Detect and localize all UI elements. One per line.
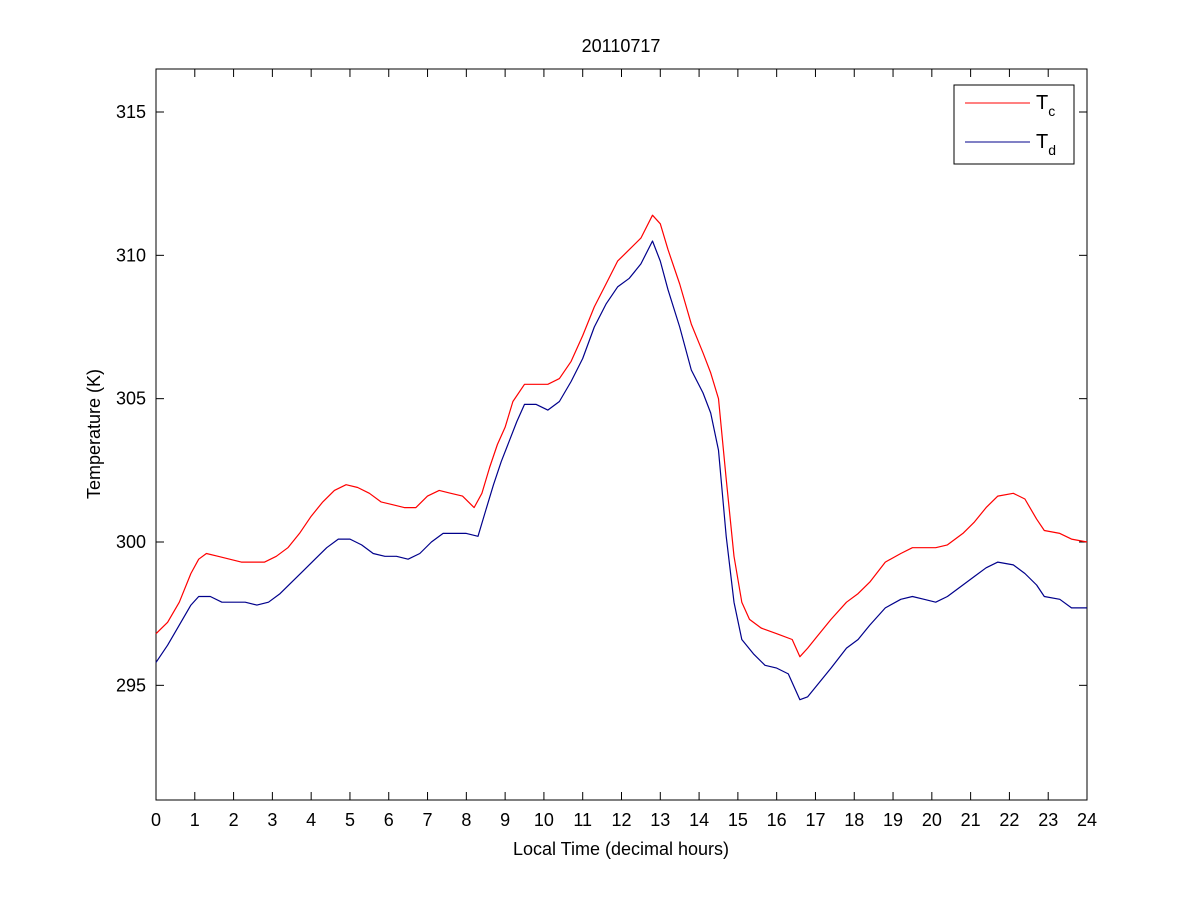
plot-area: 0 1 2 3 4 5 6 7 8 9 10 11 12 13 14 15 16 17 18 19 20 21 22 23 24… (116, 68, 1097, 830)
y-tick-label: 295 (116, 675, 146, 695)
x-tick-label: 6 (384, 810, 394, 830)
x-tick-label: 4 (306, 810, 316, 830)
legend-label-td-sub: d (1048, 142, 1056, 158)
y-tick-label: 310 (116, 245, 146, 265)
series-line-td (155, 240, 1087, 701)
x-tick-label: 15 (728, 810, 748, 830)
x-tick-label: 18 (844, 810, 864, 830)
legend-label-tc: Tc (1036, 92, 1055, 119)
y-tick-label: 305 (116, 389, 146, 409)
y-axis-label: Temperature (K) (84, 369, 104, 499)
x-tick-label: 7 (423, 810, 433, 830)
x-tick-label: 22 (999, 810, 1019, 830)
legend: Tc Td (953, 84, 1075, 165)
legend-label-td: Td (1036, 131, 1056, 158)
x-tick-label: 11 (573, 810, 592, 830)
x-tick-label: 0 (151, 810, 161, 830)
y-axis: 295 300 305 310 315 (116, 102, 1087, 695)
x-tick-label: 9 (500, 810, 510, 830)
x-tick-label: 21 (961, 810, 981, 830)
chart-title: 20110717 (582, 36, 661, 56)
x-tick-label: 20 (922, 810, 942, 830)
x-tick-label: 1 (190, 810, 200, 830)
x-tick-label: 12 (611, 810, 631, 830)
x-tick-label: 14 (689, 810, 709, 830)
x-tick-label: 2 (229, 810, 239, 830)
x-tick-label: 17 (805, 810, 825, 830)
x-tick-label: 3 (267, 810, 277, 830)
x-axis-label: Local Time (decimal hours) (513, 839, 729, 859)
x-tick-label: 19 (883, 810, 903, 830)
plot-frame (155, 68, 1088, 801)
x-tick-label: 13 (650, 810, 670, 830)
legend-box (953, 84, 1075, 165)
x-tick-label: 23 (1038, 810, 1058, 830)
x-tick-label: 24 (1077, 810, 1097, 830)
series-line-tc (155, 214, 1088, 658)
x-tick-label: 10 (534, 810, 554, 830)
legend-label-td-main: T (1036, 131, 1048, 153)
x-tick-label: 8 (461, 810, 471, 830)
series-layer (155, 214, 1088, 701)
x-tick-label: 16 (767, 810, 787, 830)
legend-label-tc-main: T (1036, 92, 1048, 114)
x-tick-label: 5 (345, 810, 355, 830)
y-tick-label: 300 (116, 532, 146, 552)
legend-label-tc-sub: c (1048, 103, 1055, 119)
y-tick-label: 315 (116, 102, 146, 122)
x-axis: 0 1 2 3 4 5 6 7 8 9 10 11 12 13 14 15 16 17 18 19 20 21 22 23 24 (151, 69, 1097, 830)
